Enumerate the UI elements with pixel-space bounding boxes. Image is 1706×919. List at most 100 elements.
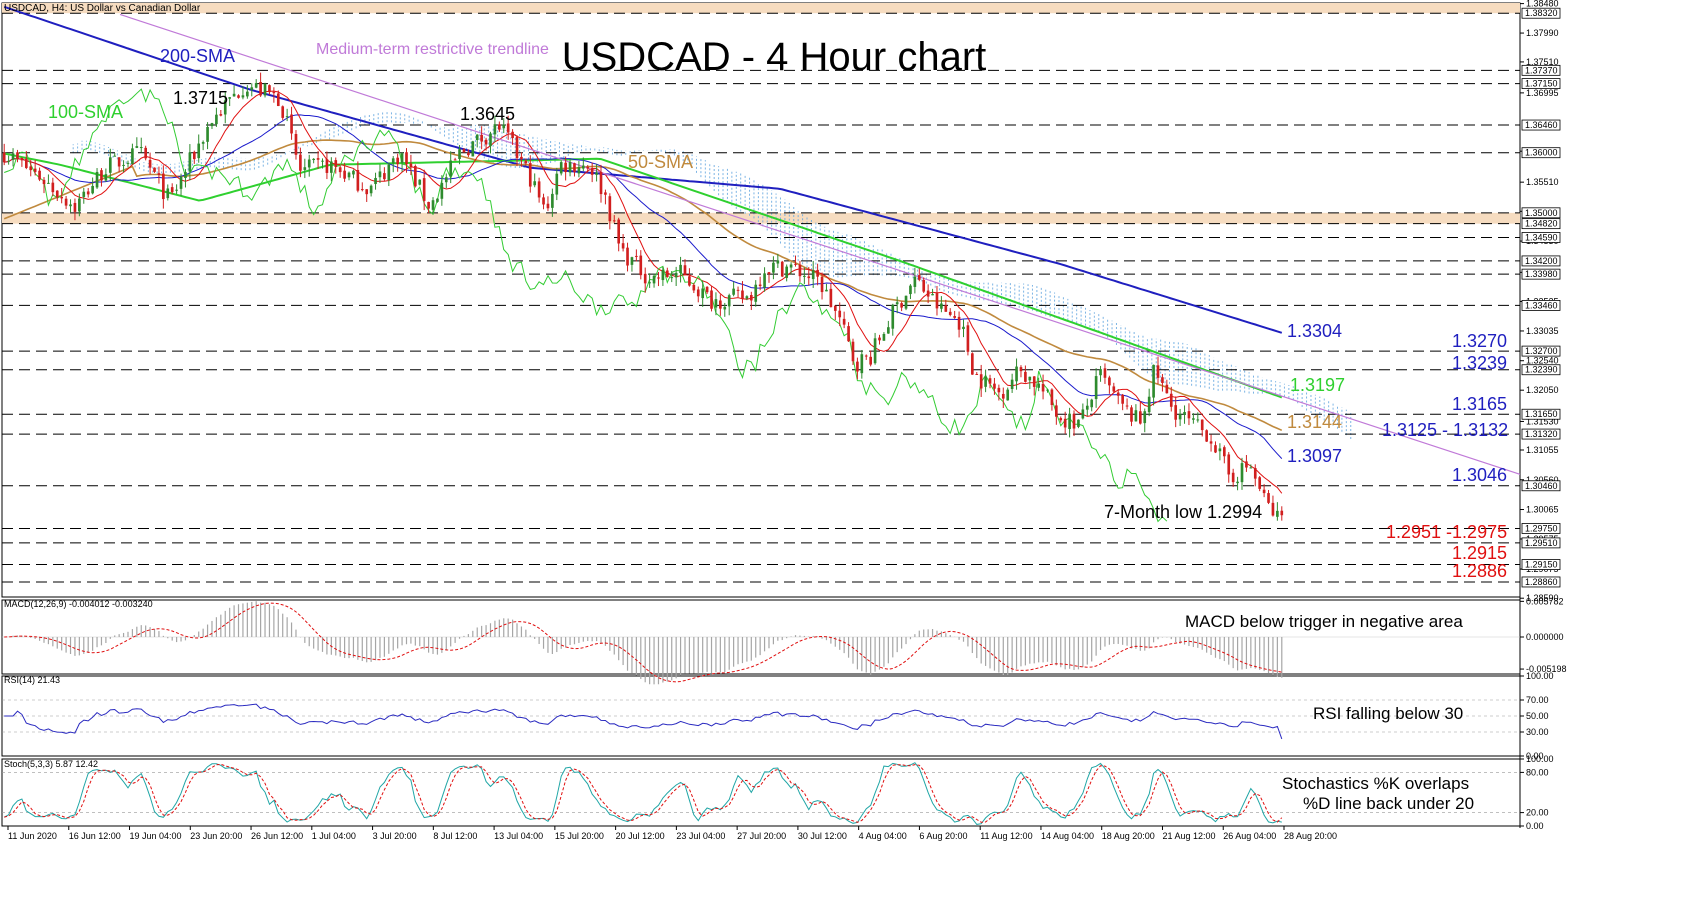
- candle-body: [825, 289, 828, 292]
- candle-body: [763, 273, 766, 288]
- price-level-label: 1.29750: [1525, 523, 1558, 533]
- candle-body: [1121, 394, 1124, 404]
- candle-body: [1178, 414, 1182, 420]
- price-level-label: 1.34820: [1525, 219, 1558, 229]
- candle-body: [856, 361, 859, 372]
- candle-body: [705, 286, 709, 293]
- candle-body: [962, 326, 965, 330]
- sub-y-tick-label: 0.00: [1526, 821, 1544, 831]
- candle-body: [971, 353, 974, 375]
- candle-body: [192, 151, 196, 160]
- candle-body: [1271, 502, 1275, 516]
- candle-body: [1205, 430, 1208, 442]
- candle-body: [250, 87, 254, 90]
- candle-body: [1187, 411, 1191, 419]
- candle-body: [1094, 376, 1098, 400]
- candle-body: [206, 126, 209, 142]
- candle-body: [568, 161, 572, 173]
- candle-body: [931, 294, 934, 296]
- candle-body: [175, 189, 178, 191]
- price-level-box: [1521, 218, 1561, 230]
- price-level-label: 1.34590: [1525, 232, 1558, 242]
- candle-body: [1063, 418, 1067, 428]
- candle-body: [215, 114, 218, 125]
- candle-body: [47, 182, 50, 184]
- candle-body: [184, 172, 187, 178]
- candle-body: [997, 387, 1001, 393]
- candle-body: [564, 162, 567, 173]
- candle-body: [1209, 441, 1213, 444]
- candle-body: [1192, 418, 1195, 420]
- candle-body: [617, 219, 621, 244]
- candle-body: [100, 170, 103, 181]
- candle-body: [555, 173, 559, 195]
- candle-body: [1001, 393, 1005, 399]
- sub-y-tick-label: 30.00: [1526, 727, 1549, 737]
- zone-1-35: [2, 212, 1520, 224]
- sub-y-tick-label: 0.005782: [1526, 596, 1564, 606]
- candle-body: [1108, 377, 1111, 386]
- candle-body: [440, 182, 444, 199]
- candle-body: [1050, 389, 1054, 406]
- y-tick-label: 1.37990: [1526, 28, 1559, 38]
- trendline-label: Medium-term restrictive trendline: [316, 41, 549, 58]
- candle-body: [453, 159, 457, 161]
- candle-body: [917, 275, 921, 280]
- candle-body: [254, 83, 258, 88]
- candle-body: [444, 177, 448, 183]
- candle-body: [144, 147, 147, 159]
- price-level-box: [1521, 232, 1561, 243]
- candle-body: [484, 139, 488, 145]
- candle-body: [878, 337, 881, 341]
- peak1-label: 1.3715: [173, 88, 228, 108]
- price-level-box: [1521, 119, 1561, 131]
- candle-body: [993, 383, 996, 389]
- candle-body: [891, 304, 895, 329]
- sub-y-tick-label: 0.000000: [1526, 632, 1564, 642]
- res3-label: 1.3165: [1452, 394, 1507, 414]
- candle-body: [7, 160, 10, 162]
- candle-body: [524, 160, 528, 164]
- price-level-label: 1.31320: [1525, 429, 1558, 439]
- candle-body: [758, 284, 762, 287]
- candle-body: [51, 182, 55, 193]
- macd-signal-line: [4, 602, 1282, 683]
- trendline: [119, 13, 1521, 475]
- candle-body: [1174, 405, 1178, 420]
- candles: [2, 72, 1284, 521]
- candle-body: [489, 133, 492, 147]
- candle-body: [117, 157, 121, 167]
- y-tick-label: 1.32540: [1526, 356, 1559, 366]
- candle-body: [520, 156, 523, 160]
- candle-body: [162, 173, 165, 200]
- sma100-value: 1.3197: [1290, 375, 1345, 395]
- candle-body: [1130, 407, 1133, 422]
- x-tick-label: 23 Jun 20:00: [190, 831, 242, 841]
- price-level-label: 1.38320: [1525, 8, 1558, 18]
- candle-body: [577, 167, 581, 174]
- candle-body: [475, 134, 479, 141]
- candle-body: [431, 200, 435, 210]
- candle-body: [139, 147, 143, 149]
- candle-body: [1258, 477, 1262, 489]
- candle-body: [246, 91, 249, 97]
- candle-body: [1267, 493, 1270, 503]
- candle-body: [95, 171, 99, 188]
- price-level-box: [1521, 64, 1561, 76]
- candle-body: [290, 114, 293, 134]
- candle-body: [360, 189, 364, 191]
- rsi-title: RSI(14) 21.43: [4, 675, 60, 685]
- candle-body: [64, 198, 68, 206]
- candle-body: [590, 168, 594, 175]
- candle-body: [272, 91, 276, 94]
- price-level-box: [1521, 480, 1561, 492]
- candle-body: [312, 158, 315, 161]
- candle-body: [595, 172, 598, 175]
- candle-body: [864, 355, 868, 357]
- window-title: USDCAD, H4: US Dollar vs Canadian Dollar: [4, 3, 201, 14]
- res5-label: 1.3046: [1452, 465, 1507, 485]
- candle-body: [383, 173, 386, 180]
- candle-body: [1196, 419, 1200, 421]
- candle-body: [533, 181, 537, 186]
